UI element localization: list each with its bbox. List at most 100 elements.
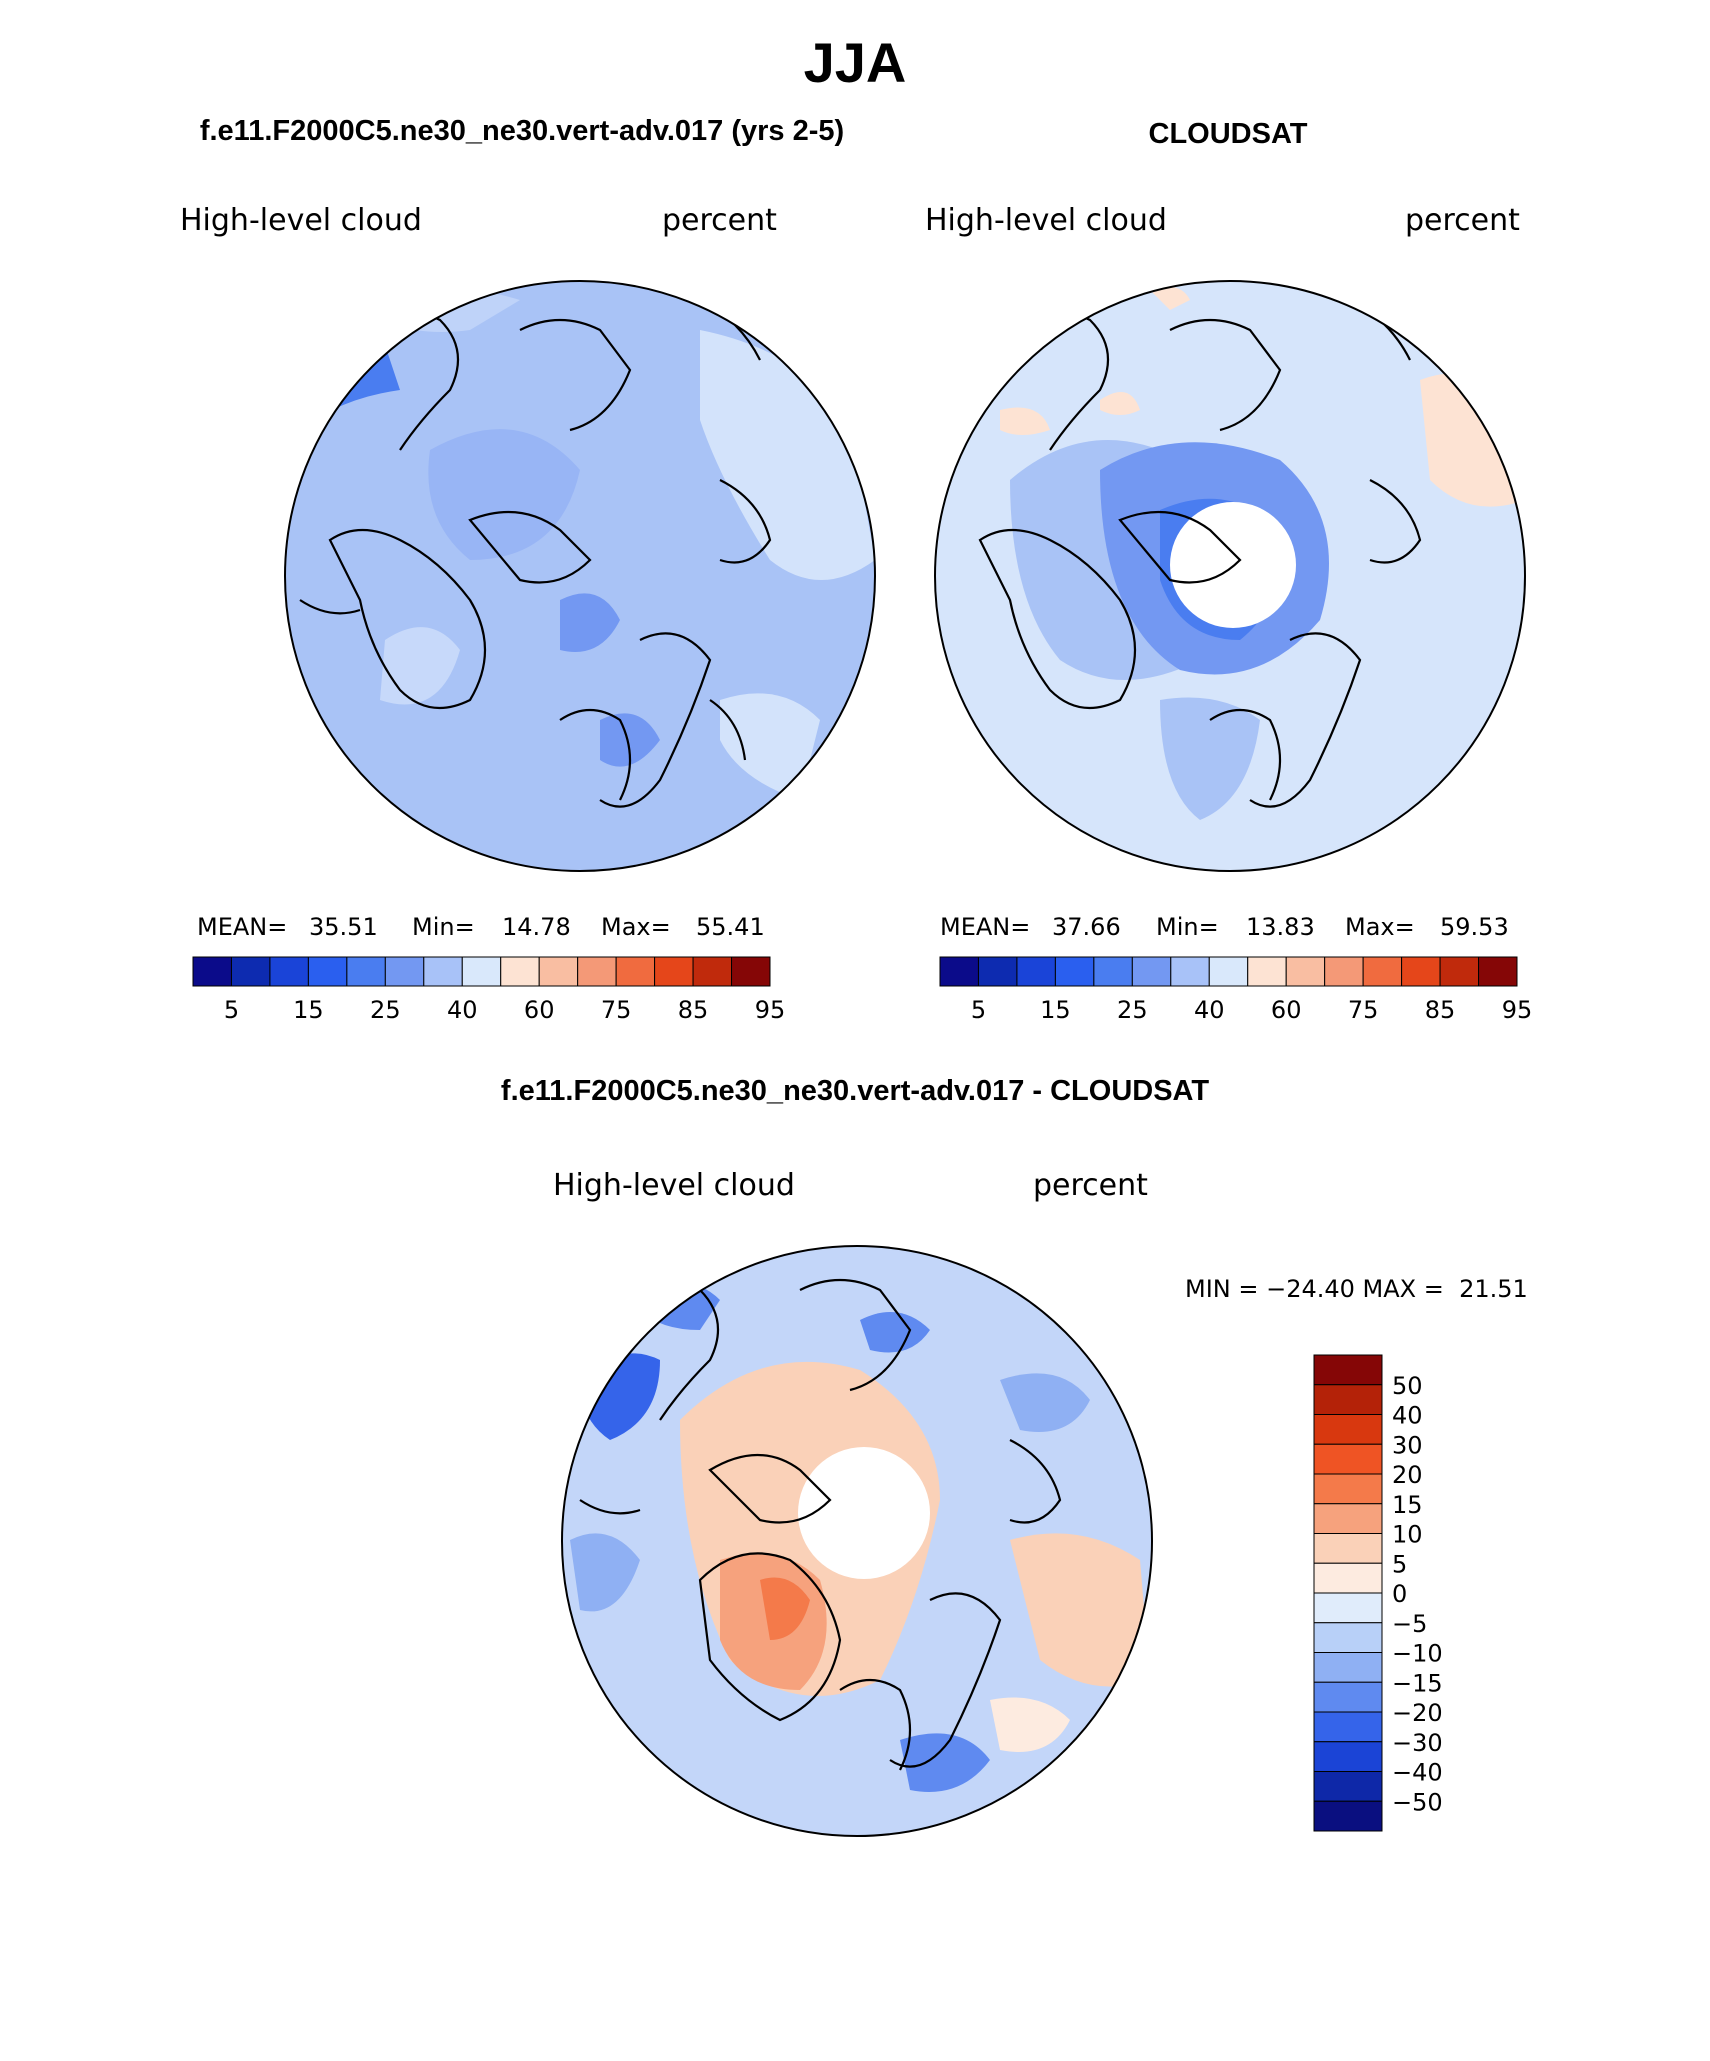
- colorbar-box: [1313, 1771, 1383, 1802]
- colorbar-tick-label: −15: [1392, 1669, 1443, 1697]
- model-left-label: High-level cloud: [180, 203, 422, 238]
- colorbar-tick-label: 85: [678, 996, 709, 1024]
- colorbar-tick-label: 50: [1392, 1372, 1423, 1400]
- colorbar-tick-label: 5: [971, 996, 986, 1024]
- colorbar-box: [654, 956, 694, 987]
- colorbar-tick-label: −10: [1392, 1640, 1443, 1668]
- colorbar-tick-label: 95: [1502, 996, 1533, 1024]
- colorbar-box: [1313, 1800, 1383, 1832]
- obs-left-label: High-level cloud: [925, 203, 1167, 238]
- obs-colorbar: 5 15 25 40 60 75 85 95: [939, 956, 1533, 1024]
- colorbar-box: [1054, 956, 1095, 987]
- colorbar-box: [1313, 1384, 1383, 1415]
- colorbar-box: [1362, 956, 1403, 987]
- colorbar-box: [192, 956, 232, 987]
- colorbar-tick-label: 25: [1117, 996, 1148, 1024]
- diff-left-label: High-level cloud: [553, 1168, 795, 1203]
- colorbar-tick-label: 40: [1194, 996, 1225, 1024]
- colorbar-box: [384, 956, 425, 987]
- obs-max-value: 59.53: [1440, 913, 1509, 941]
- colorbar-box: [1247, 956, 1287, 987]
- colorbar-box: [1478, 956, 1518, 987]
- colorbar-tick-label: 40: [447, 996, 478, 1024]
- colorbar-box: [1016, 956, 1056, 987]
- model-min-label: Min=: [412, 913, 475, 941]
- colorbar-tick-label: 10: [1392, 1521, 1423, 1549]
- colorbar-box: [1208, 956, 1249, 987]
- diff-stats: MIN = −24.40 MAX = 21.51: [1185, 1275, 1528, 1303]
- figure-title: JJA: [803, 31, 907, 94]
- colorbar-box: [1313, 1354, 1383, 1386]
- diff-right-label: percent: [1033, 1168, 1148, 1203]
- model-max-label: Max=: [601, 913, 671, 941]
- colorbar-box: [230, 956, 271, 987]
- colorbar-box: [977, 956, 1018, 987]
- colorbar-tick-label: 15: [1040, 996, 1071, 1024]
- model-right-label: percent: [662, 203, 777, 238]
- diff-map: [561, 1245, 1153, 1837]
- colorbar-tick-label: 60: [524, 996, 555, 1024]
- obs-map: [934, 280, 1526, 872]
- model-min-value: 14.78: [502, 913, 571, 941]
- colorbar-box: [1439, 956, 1480, 987]
- colorbar-box: [1313, 1503, 1383, 1534]
- colorbar-box: [1131, 956, 1172, 987]
- colorbar-box: [692, 956, 733, 987]
- colorbar-box: [307, 956, 348, 987]
- obs-max-label: Max=: [1345, 913, 1415, 941]
- obs-stats: MEAN= 37.66 Min= 13.83 Max= 59.53: [940, 913, 1509, 941]
- colorbar-tick-label: 15: [1392, 1491, 1423, 1519]
- obs-min-label: Min=: [1156, 913, 1219, 941]
- colorbar-tick-label: 75: [601, 996, 632, 1024]
- colorbar-tick-label: 60: [1271, 996, 1302, 1024]
- colorbar-box: [1401, 956, 1441, 987]
- colorbar-box: [1313, 1711, 1383, 1743]
- model-colorbar: 5 15 25 40 60 75 85 95: [192, 956, 786, 1024]
- colorbar-tick-label: 75: [1348, 996, 1379, 1024]
- colorbar-box: [1324, 956, 1364, 987]
- colorbar-box: [500, 956, 540, 987]
- colorbar-box: [577, 956, 617, 987]
- colorbar-box: [461, 956, 502, 987]
- colorbar-tick-label: −20: [1392, 1699, 1443, 1727]
- colorbar-tick-label: 30: [1392, 1431, 1423, 1459]
- colorbar-box: [1313, 1652, 1383, 1683]
- colorbar-box: [346, 956, 386, 987]
- colorbar-tick-label: 40: [1392, 1402, 1423, 1430]
- colorbar-box: [1313, 1622, 1383, 1653]
- colorbar-tick-label: −40: [1392, 1759, 1443, 1787]
- obs-right-label: percent: [1405, 203, 1520, 238]
- model-mean-value: 35.51: [309, 913, 378, 941]
- colorbar-tick-label: 0: [1392, 1580, 1407, 1608]
- colorbar-box: [1313, 1592, 1383, 1624]
- colorbar-tick-label: 20: [1392, 1461, 1423, 1489]
- colorbar-box: [1313, 1681, 1383, 1713]
- obs-mean-value: 37.66: [1052, 913, 1121, 941]
- model-panel-title: f.e11.F2000C5.ne30_ne30.vert-adv.017 (yr…: [200, 115, 844, 147]
- obs-panel-title: CLOUDSAT: [1149, 118, 1308, 150]
- colorbar-box: [1313, 1473, 1383, 1505]
- model-mean-label: MEAN=: [197, 913, 287, 941]
- colorbar-tick-label: −5: [1392, 1610, 1427, 1638]
- model-stats: MEAN= 35.51 Min= 14.78 Max= 55.41: [197, 913, 765, 941]
- colorbar-box: [615, 956, 656, 987]
- colorbar-tick-label: 95: [755, 996, 786, 1024]
- colorbar-box: [939, 956, 979, 987]
- colorbar-tick-label: 5: [1392, 1550, 1407, 1578]
- colorbar-tick-label: −30: [1392, 1729, 1443, 1757]
- colorbar-box: [1313, 1533, 1383, 1564]
- colorbar-tick-label: 25: [370, 996, 401, 1024]
- colorbar-box: [731, 956, 771, 987]
- colorbar-tick-label: 15: [293, 996, 324, 1024]
- colorbar-box: [269, 956, 309, 987]
- colorbar-tick-label: 85: [1425, 996, 1456, 1024]
- colorbar-box: [1285, 956, 1326, 987]
- diff-panel-title: f.e11.F2000C5.ne30_ne30.vert-adv.017 - C…: [501, 1075, 1209, 1107]
- colorbar-box: [1170, 956, 1210, 987]
- colorbar-tick-label: 5: [224, 996, 239, 1024]
- colorbar-tick-label: −50: [1392, 1788, 1443, 1816]
- colorbar-box: [1313, 1562, 1383, 1594]
- colorbar-box: [1313, 1741, 1383, 1772]
